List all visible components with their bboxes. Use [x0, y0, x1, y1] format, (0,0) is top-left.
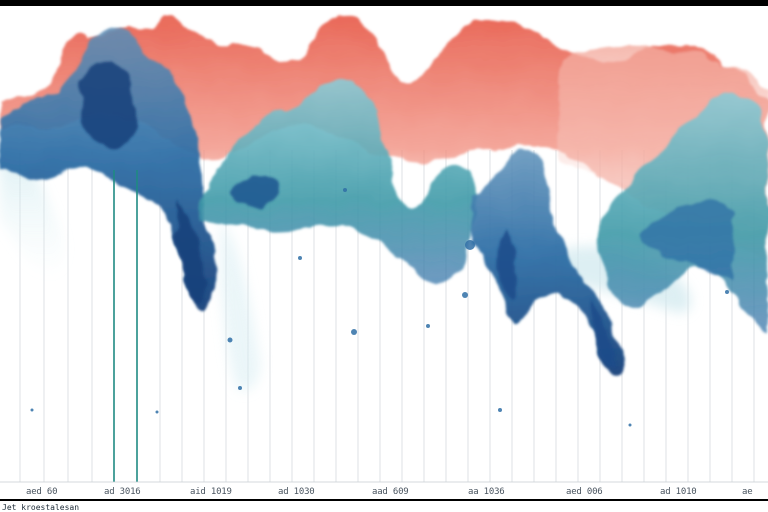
tick-label: aed 60: [26, 487, 57, 497]
tick-label: ae: [742, 487, 752, 497]
footer-caption: Jet kroestalesan: [2, 503, 79, 512]
axis-tick-labels: aed 60 ad 3016 aid 1019 ad 1030 aad 609 aa 10…: [26, 487, 753, 497]
tick-label: aad 609: [372, 487, 409, 497]
navy-accents: [79, 61, 615, 368]
tick-label: ad 1010: [660, 487, 697, 497]
tick-label: aa 1036: [468, 487, 505, 497]
paint-droplets: [30, 188, 729, 427]
tick-label: ad 3016: [104, 487, 141, 497]
tick-label: aed 006: [566, 487, 603, 497]
tick-label: aid 1019: [190, 487, 232, 497]
tick-label: ad 1030: [278, 487, 315, 497]
accent-lines: [113, 170, 138, 482]
blue-wave: [0, 27, 768, 376]
bottom-band: [0, 500, 768, 512]
top-border: [0, 0, 768, 6]
